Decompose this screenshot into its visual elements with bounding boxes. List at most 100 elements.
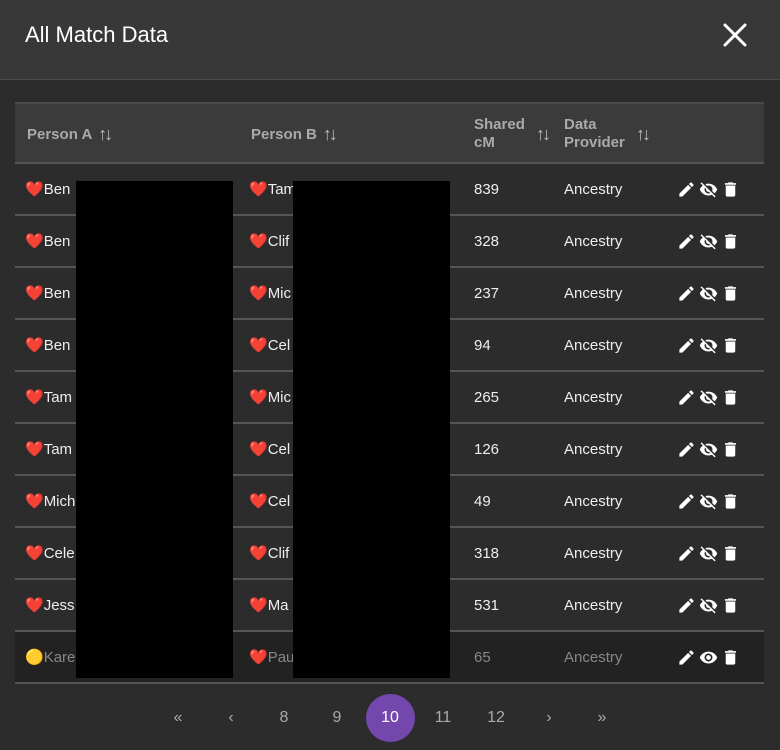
eye-off-icon[interactable] [699,232,718,251]
person-b-name: Tam [267,180,297,198]
person-b-cell: ❤️ Cel [249,320,290,370]
trash-icon[interactable] [721,388,740,407]
provider-cell: Ancestry [564,492,623,510]
person-a-cell: 🟡 Kare [25,632,75,682]
edit-pencil-icon[interactable] [677,284,696,303]
eye-off-icon[interactable] [699,440,718,459]
person-a-name: Jess [43,596,75,614]
person-b-name: Ma [267,596,289,614]
shared-cm-cell: 237 [474,284,500,302]
page-button[interactable]: 12 [487,709,505,726]
status-icon: ❤️ [25,285,44,302]
edit-pencil-icon[interactable] [677,232,696,251]
status-icon: ❤️ [249,389,268,406]
sort-icon[interactable]: ↑↓ [636,123,651,144]
status-icon: ❤️ [249,337,268,354]
status-icon: ❤️ [249,493,268,510]
edit-pencil-icon[interactable] [677,648,696,667]
sort-icon[interactable]: ↑↓ [98,123,113,144]
eye-off-icon[interactable] [699,180,718,199]
person-b-cell: ❤️ Cel [249,424,290,474]
person-a-name: Ben [43,180,71,198]
sort-icon[interactable]: ↑↓ [322,123,338,144]
status-icon: ❤️ [25,337,44,354]
column-person-b[interactable]: Person B ↑↓ [251,104,338,164]
provider-cell: Ancestry [564,596,623,614]
column-label: Data Provider [564,116,625,151]
redaction-box [76,181,233,678]
provider-cell: Ancestry [564,388,623,406]
column-person-a[interactable]: Person A ↑↓ [27,104,113,164]
trash-icon[interactable] [721,284,740,303]
person-a-cell: ❤️ Tam [25,372,72,422]
status-icon: ❤️ [25,181,44,198]
pagination: « ‹ 8 9 10 11 12 › » [0,694,780,742]
provider-cell: Ancestry [564,232,623,250]
edit-pencil-icon[interactable] [677,544,696,563]
eye-off-icon[interactable] [699,596,718,615]
trash-icon[interactable] [721,440,740,459]
column-shared-cm[interactable]: Shared cM ↑↓ [474,104,551,164]
sort-icon[interactable]: ↑↓ [536,123,551,144]
page-button[interactable]: 11 [434,709,452,726]
close-icon[interactable] [720,20,750,50]
column-data-provider[interactable]: Data Provider ↑↓ [564,104,651,164]
modal-title: All Match Data [25,22,169,47]
column-label: Shared cM [474,116,525,151]
edit-pencil-icon[interactable] [677,336,696,355]
status-icon: ❤️ [25,545,44,562]
person-a-cell: ❤️ Ben [25,216,70,266]
shared-cm-cell: 126 [474,440,500,458]
person-a-name: Kare [43,648,76,666]
eye-off-icon[interactable] [699,492,718,511]
status-icon: ❤️ [249,285,268,302]
eye-off-icon[interactable] [699,284,718,303]
edit-pencil-icon[interactable] [677,388,696,407]
first-page-button[interactable]: « [173,709,183,726]
trash-icon[interactable] [721,492,740,511]
person-b-name: Clif [267,232,290,250]
provider-cell: Ancestry [564,544,623,562]
edit-pencil-icon[interactable] [677,492,696,511]
trash-icon[interactable] [721,596,740,615]
shared-cm-cell: 839 [474,180,500,198]
provider-cell: Ancestry [564,180,623,198]
eye-off-icon[interactable] [699,336,718,355]
status-icon: ❤️ [25,441,44,458]
trash-icon[interactable] [721,232,740,251]
status-icon: ❤️ [249,649,268,666]
status-icon: ❤️ [249,181,268,198]
eye-off-icon[interactable] [699,388,718,407]
shared-cm-cell: 318 [474,544,500,562]
eye-off-icon[interactable] [699,544,718,563]
page-button[interactable]: 8 [279,709,289,726]
status-icon: ❤️ [25,493,44,510]
prev-page-button[interactable]: ‹ [228,709,234,726]
page-button[interactable]: 9 [332,709,342,726]
edit-pencil-icon[interactable] [677,596,696,615]
trash-icon[interactable] [721,544,740,563]
provider-cell: Ancestry [564,336,623,354]
person-b-cell: ❤️ Ma [249,580,289,630]
trash-icon[interactable] [721,180,740,199]
eye-icon[interactable] [699,648,718,667]
status-icon: ❤️ [249,441,268,458]
trash-icon[interactable] [721,336,740,355]
edit-pencil-icon[interactable] [677,180,696,199]
edit-pencil-icon[interactable] [677,440,696,459]
status-icon: ❤️ [249,545,268,562]
last-page-button[interactable]: » [597,709,607,726]
person-b-name: Clif [267,544,290,562]
person-b-cell: ❤️ Clif [249,528,289,578]
column-label: Person A [27,125,93,143]
current-page-button[interactable]: 10 [365,694,415,742]
status-icon: ❤️ [249,597,268,614]
shared-cm-cell: 94 [474,336,491,354]
next-page-button[interactable]: › [546,709,552,726]
person-b-name: Mic [267,284,292,302]
trash-icon[interactable] [721,648,740,667]
person-a-name: Ben [43,232,71,250]
person-b-cell: ❤️ Pau [249,632,294,682]
person-b-name: Cel [267,336,291,354]
status-icon: ❤️ [25,389,44,406]
